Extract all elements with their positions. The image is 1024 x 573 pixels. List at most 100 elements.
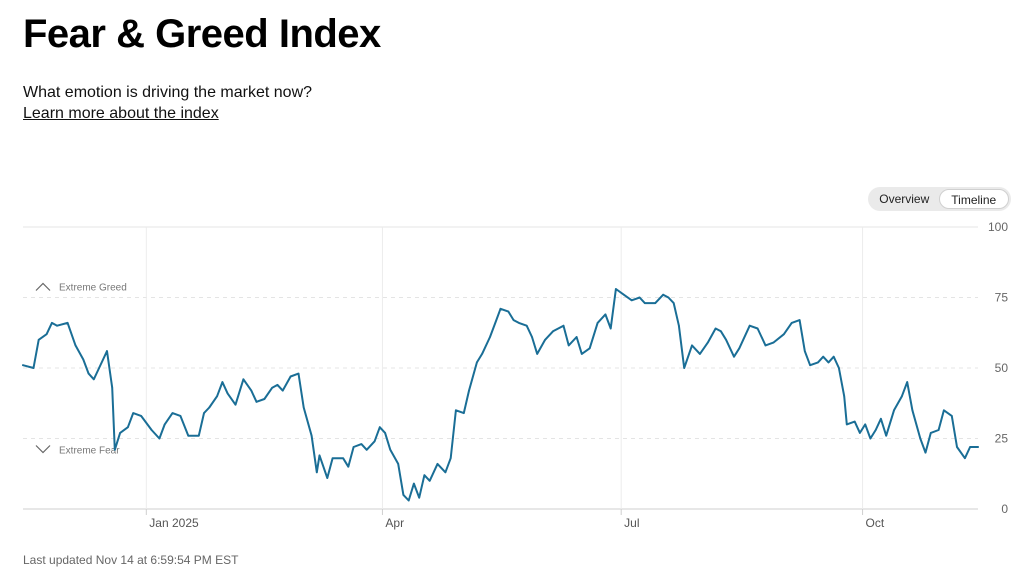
data-point bbox=[216, 395, 218, 397]
data-point bbox=[74, 344, 77, 347]
data-point bbox=[804, 350, 806, 352]
data-point bbox=[111, 386, 114, 389]
data-point bbox=[297, 372, 300, 375]
data-point bbox=[310, 434, 313, 437]
data-point bbox=[481, 353, 483, 355]
data-point bbox=[790, 322, 793, 324]
data-point bbox=[581, 353, 583, 355]
x-tick-label: Apr bbox=[385, 516, 404, 530]
data-point bbox=[809, 364, 811, 366]
data-point bbox=[748, 324, 751, 327]
data-point bbox=[725, 339, 727, 341]
y-tick-label: 100 bbox=[988, 220, 1008, 234]
timeline-tab[interactable]: Timeline bbox=[938, 189, 1009, 209]
chevron-up-icon bbox=[35, 282, 51, 291]
data-point bbox=[316, 471, 318, 474]
data-point bbox=[331, 457, 334, 460]
data-point bbox=[798, 319, 801, 321]
data-point bbox=[838, 367, 840, 369]
data-point bbox=[950, 415, 953, 417]
data-point bbox=[706, 341, 709, 344]
data-point bbox=[604, 313, 607, 316]
data-point bbox=[468, 389, 470, 392]
data-point bbox=[678, 324, 680, 327]
data-point bbox=[683, 367, 685, 369]
data-point bbox=[271, 386, 274, 389]
data-point bbox=[969, 446, 971, 448]
data-point bbox=[289, 375, 292, 378]
data-point bbox=[691, 344, 693, 347]
data-point bbox=[596, 322, 599, 324]
data-point bbox=[864, 423, 866, 426]
data-point bbox=[402, 494, 405, 496]
data-point bbox=[489, 336, 491, 338]
data-point bbox=[276, 384, 279, 386]
extreme-greed-label: Extreme Greed bbox=[59, 283, 127, 294]
data-point bbox=[817, 361, 819, 364]
data-point bbox=[575, 336, 578, 338]
data-point bbox=[822, 355, 825, 358]
index-series-line bbox=[22, 288, 979, 502]
data-point bbox=[373, 440, 376, 443]
overview-tab[interactable]: Overview bbox=[879, 192, 930, 206]
data-point bbox=[462, 412, 465, 414]
data-point bbox=[662, 293, 664, 296]
data-point bbox=[911, 409, 914, 412]
data-point bbox=[255, 401, 258, 403]
data-point bbox=[512, 319, 515, 321]
data-point bbox=[203, 412, 205, 414]
data-point bbox=[318, 454, 321, 457]
data-point bbox=[567, 344, 570, 347]
data-point bbox=[494, 322, 497, 324]
data-point bbox=[51, 322, 53, 324]
view-toggle: Overview Timeline bbox=[868, 187, 1011, 211]
data-point bbox=[250, 389, 253, 392]
data-point bbox=[623, 293, 625, 296]
data-point bbox=[919, 437, 922, 440]
chevron-down-icon bbox=[35, 445, 51, 454]
data-point bbox=[87, 372, 90, 375]
data-point bbox=[832, 355, 835, 358]
data-point bbox=[964, 457, 966, 460]
data-point bbox=[436, 463, 439, 465]
data-point bbox=[525, 324, 528, 327]
data-point bbox=[764, 344, 767, 347]
data-point bbox=[924, 451, 927, 454]
data-point bbox=[455, 409, 457, 412]
y-tick-label: 75 bbox=[995, 291, 1009, 305]
fear-greed-timeline-chart: 0 25 50 75 100 Jan 2025 Apr Jul Oct Extreme Greed… bbox=[22, 220, 1009, 530]
data-point bbox=[956, 446, 958, 448]
data-point bbox=[672, 302, 675, 304]
data-point bbox=[171, 412, 174, 414]
data-point bbox=[413, 482, 415, 485]
data-point bbox=[114, 448, 116, 451]
y-tick-label: 25 bbox=[995, 432, 1009, 446]
data-point bbox=[150, 429, 153, 431]
page-subtitle: What emotion is driving the market now? bbox=[23, 84, 313, 101]
data-point bbox=[874, 429, 877, 431]
data-point bbox=[106, 350, 108, 352]
x-tick-label: Jul bbox=[624, 516, 639, 530]
data-point bbox=[263, 398, 266, 400]
data-point bbox=[45, 333, 48, 335]
data-point bbox=[428, 480, 431, 482]
data-point bbox=[901, 395, 903, 397]
data-point bbox=[281, 389, 284, 392]
data-point bbox=[720, 330, 722, 333]
data-point bbox=[937, 429, 940, 431]
x-tick-label: Jan 2025 bbox=[149, 516, 199, 530]
last-updated-text: Last updated Nov 14 at 6:59:54 PM EST bbox=[23, 553, 239, 567]
learn-more-link[interactable]: Learn more about the index bbox=[23, 105, 219, 122]
data-point bbox=[37, 339, 40, 341]
data-point bbox=[158, 437, 161, 440]
data-point bbox=[630, 299, 633, 302]
y-tick-label: 0 bbox=[1001, 502, 1008, 516]
data-point bbox=[379, 426, 381, 429]
data-point bbox=[302, 406, 305, 409]
data-point bbox=[347, 465, 350, 468]
data-point bbox=[638, 296, 641, 299]
data-point bbox=[449, 457, 452, 460]
data-point bbox=[880, 417, 882, 420]
data-point bbox=[342, 457, 344, 460]
data-point bbox=[499, 307, 502, 310]
